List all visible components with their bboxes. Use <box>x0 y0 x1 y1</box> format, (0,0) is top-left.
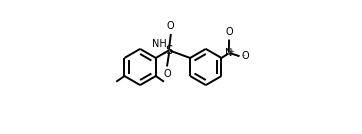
Text: S: S <box>165 44 173 57</box>
Text: NH: NH <box>152 39 167 49</box>
Text: O: O <box>241 51 249 61</box>
Text: O: O <box>163 69 171 79</box>
Text: +: + <box>228 49 234 55</box>
Text: ⁻: ⁻ <box>241 55 245 61</box>
Text: N: N <box>225 48 232 58</box>
Text: O: O <box>225 27 233 37</box>
Text: O: O <box>167 21 174 31</box>
